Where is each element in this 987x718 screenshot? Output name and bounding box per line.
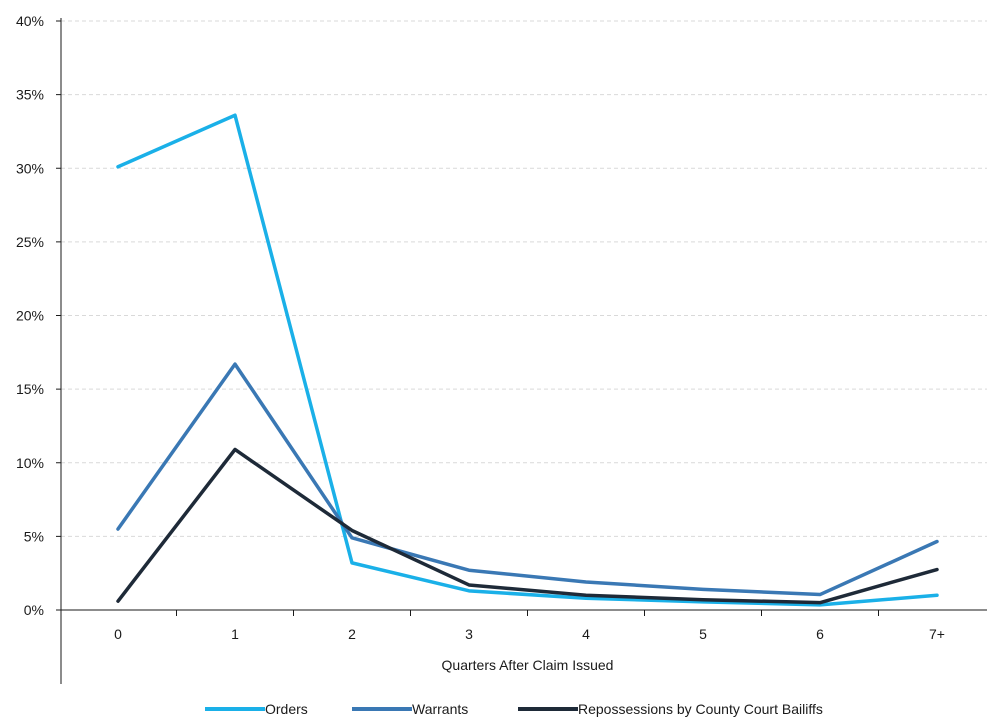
y-tick-label: 20% (16, 308, 44, 324)
y-tick-label: 10% (16, 455, 44, 471)
series-line-1 (116, 113, 939, 607)
axes (56, 18, 987, 684)
y-tick-label: 15% (16, 381, 44, 397)
y-tick-labels: 0% 5% 10% 15% 20% 25% 30% 35% 40% (16, 13, 44, 618)
y-tick-label: 30% (16, 160, 44, 176)
x-tick-label: 3 (465, 626, 473, 642)
x-axis-title: Quarters After Claim Issued (442, 657, 614, 673)
legend: Orders Warrants Repossessions by County Co… (205, 701, 823, 717)
y-tick-label: 5% (24, 528, 44, 544)
y-tick-label: 25% (16, 234, 44, 250)
x-tick-label: 5 (699, 626, 707, 642)
x-tick-label: 0 (114, 626, 122, 642)
legend-label-3: Repossessions by County Court Bailiffs (578, 701, 823, 717)
x-tick-label: 7+ (929, 626, 945, 642)
x-tick-label: 1 (231, 626, 239, 642)
legend-label-2: Warrants (412, 701, 468, 717)
gridlines (61, 20, 987, 537)
series-line-2 (116, 362, 939, 597)
y-tick-label: 0% (24, 602, 44, 618)
series-lines (116, 113, 939, 607)
y-tick-label: 40% (16, 13, 44, 29)
x-tick-label: 6 (816, 626, 824, 642)
series-line-3 (116, 447, 939, 605)
y-tick-label: 35% (16, 87, 44, 103)
x-tick-labels: 0 1 2 3 4 5 6 7+ (114, 626, 945, 642)
x-tick-label: 2 (348, 626, 356, 642)
legend-label-1: Orders (265, 701, 308, 717)
x-tick-label: 4 (582, 626, 590, 642)
